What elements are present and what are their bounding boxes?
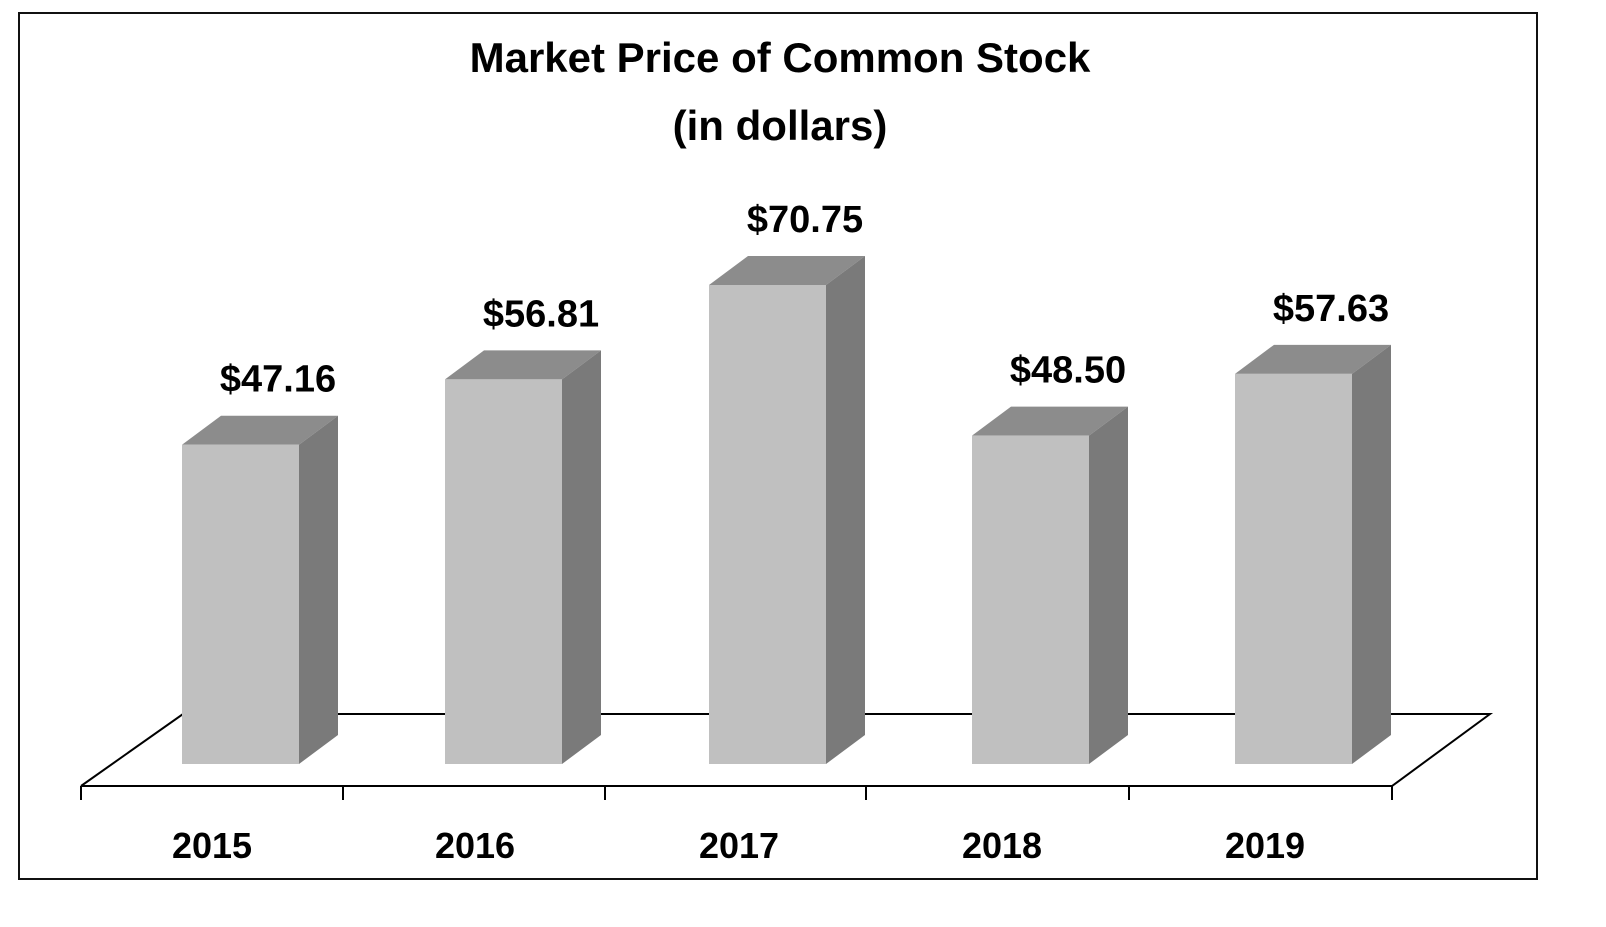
bar-2016 [445, 350, 601, 764]
data-label: $47.16 [220, 359, 336, 401]
bar-2015 [182, 415, 338, 764]
data-label: $56.81 [483, 293, 599, 335]
x-tick-label: 2019 [1225, 825, 1305, 866]
data-label: $70.75 [747, 199, 863, 241]
bar-2017 [709, 256, 865, 764]
chart-floor [80, 713, 1494, 800]
bars-group [182, 256, 1391, 764]
data-label: $48.50 [1010, 350, 1126, 392]
chart-frame [18, 12, 1538, 880]
data-label: $57.63 [1273, 288, 1389, 330]
bar-2019 [1235, 344, 1391, 764]
x-tick-label: 2018 [962, 825, 1042, 866]
bar-2018 [972, 406, 1128, 764]
chart-title: Market Price of Common Stock [470, 34, 1091, 81]
x-tick-label: 2017 [699, 825, 779, 866]
chart-subtitle: (in dollars) [673, 102, 888, 149]
x-tick-label: 2016 [435, 825, 515, 866]
x-tick-label: 2015 [172, 825, 252, 866]
